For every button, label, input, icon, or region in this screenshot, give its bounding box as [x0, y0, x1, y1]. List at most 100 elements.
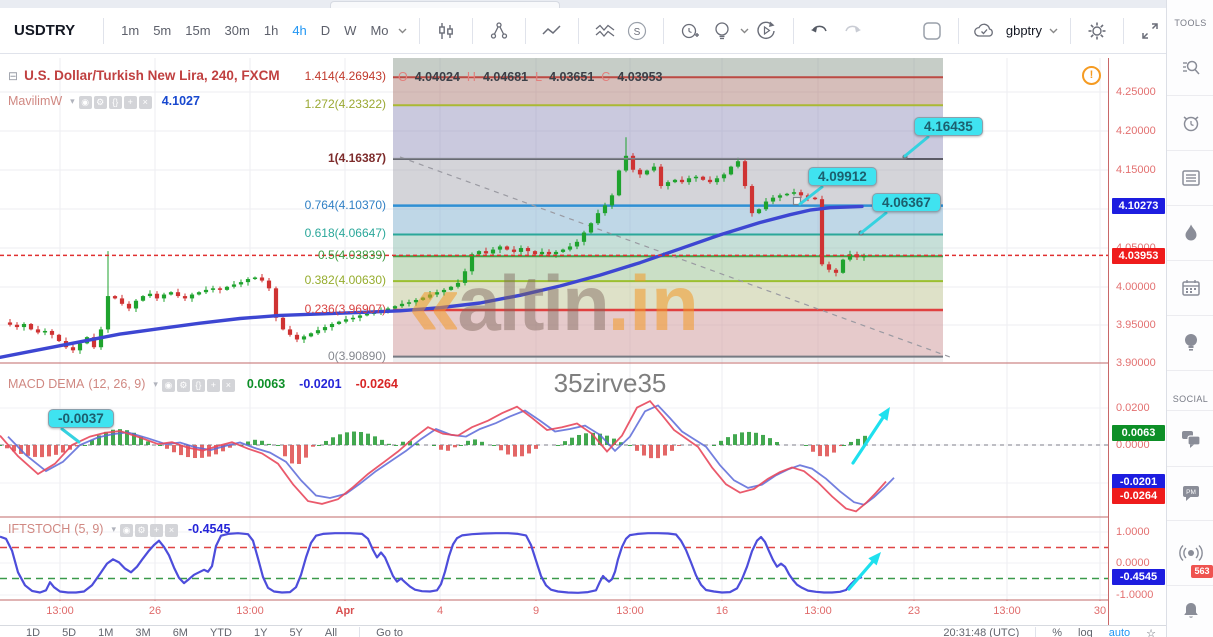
ideas-bulb-icon[interactable] [1167, 315, 1213, 371]
mavilimw-value: 4.1027 [161, 94, 200, 108]
ohlc-key: C [601, 70, 611, 84]
timeframe-D[interactable]: D [320, 22, 331, 38]
layout-name[interactable]: gbptry [1005, 23, 1042, 38]
toggle-%[interactable]: % [1052, 627, 1063, 637]
price-callout[interactable]: 4.06367 [872, 193, 941, 212]
range-6m[interactable]: 6M [172, 627, 188, 637]
add-icon[interactable]: + [150, 524, 163, 537]
notification-count-badge: 563 [1191, 565, 1213, 578]
mavilimw-legend: MavilimW ▾ ◉ ⚙{} + × 4.1027 [8, 92, 200, 110]
line-tool-icon[interactable] [539, 18, 565, 44]
timeframe-1m[interactable]: 1m [121, 22, 140, 38]
range-ytd[interactable]: YTD [209, 627, 232, 637]
ohlc-value: 4.04681 [482, 70, 529, 84]
timeframe-5m[interactable]: 5m [153, 22, 172, 38]
close-icon[interactable]: × [138, 96, 152, 109]
settings-gear-icon[interactable] [1084, 18, 1110, 44]
ideas-bulb-icon[interactable] [709, 18, 735, 44]
range-3m[interactable]: 3M [135, 627, 151, 637]
time-label[interactable]: 4 [436, 605, 444, 617]
eye-toggle-icon[interactable]: ◉ [120, 524, 133, 537]
price-callout[interactable]: 4.09912 [808, 167, 877, 186]
time-label[interactable]: Apr [335, 605, 355, 617]
redo-icon[interactable] [839, 18, 865, 44]
range-5y[interactable]: 5Y [289, 627, 303, 637]
clock-utc[interactable]: 20:31:48 (UTC) [943, 627, 1020, 637]
toggle-log[interactable]: log [1078, 627, 1093, 637]
alerts-clock-icon[interactable] [1167, 95, 1213, 151]
timeframe-Mo[interactable]: Mo [370, 22, 389, 38]
eye-toggle-icon[interactable]: ◉ [78, 96, 92, 109]
warning-icon[interactable]: ! [1082, 66, 1101, 85]
private-message-icon[interactable]: PM [1167, 465, 1213, 521]
range-1d[interactable]: 1D [26, 627, 41, 637]
settings-gear-icon[interactable]: ⚙ [93, 96, 107, 109]
time-label[interactable]: 23 [907, 605, 921, 617]
close-icon[interactable]: × [165, 524, 178, 537]
timeframe-15m[interactable]: 15m [185, 22, 211, 38]
public-chat-icon[interactable] [1167, 410, 1213, 467]
settings-gear-icon[interactable]: ⚙ [135, 524, 148, 537]
chart-area[interactable]: ⊟ U.S. Dollar/Turkish New Lira, 240, FXC… [0, 54, 1108, 625]
add-icon[interactable]: + [123, 96, 137, 109]
axis-tick-label: 1.0000 [1116, 526, 1150, 538]
chevron-down-icon[interactable]: ▾ [153, 378, 158, 389]
time-label[interactable]: 26 [148, 605, 162, 617]
replay-icon[interactable] [754, 18, 780, 44]
time-label[interactable]: 13:00 [804, 605, 832, 617]
collapse-pane-icon[interactable]: ⊟ [8, 68, 19, 83]
timeframe-W[interactable]: W [344, 22, 357, 38]
range-5d[interactable]: 5D [62, 627, 77, 637]
chevron-down-icon[interactable] [398, 28, 407, 34]
time-label[interactable]: 13:00 [993, 605, 1021, 617]
range-1m[interactable]: 1M [98, 627, 114, 637]
axis-price-badge: 0.0063 [1112, 425, 1165, 441]
time-axis[interactable]: 13:00 26 13:00 Apr 4 9 13:00 16 13:00 23 13:00 30 [0, 601, 1108, 625]
watchlist-icon[interactable] [1167, 40, 1213, 96]
chart-canvas[interactable] [0, 54, 1108, 625]
broadcast-icon[interactable] [1167, 520, 1213, 586]
indicators-icon[interactable] [592, 18, 618, 44]
time-label[interactable]: 9 [532, 605, 540, 617]
timeframe-1h[interactable]: 1h [263, 22, 279, 38]
timeframe-30m[interactable]: 30m [224, 22, 250, 38]
chevron-down-icon[interactable] [1049, 28, 1058, 34]
undo-icon[interactable] [807, 18, 833, 44]
range-all[interactable]: All [324, 627, 338, 637]
eye-toggle-icon[interactable]: ◉ [161, 379, 175, 392]
price-callout[interactable]: -0.0037 [48, 409, 114, 428]
chevron-down-icon[interactable]: ▾ [70, 95, 75, 106]
goto-button[interactable]: Go to [376, 627, 404, 637]
time-label[interactable]: 30 [1093, 605, 1107, 617]
fullscreen-icon[interactable] [1137, 18, 1163, 44]
close-icon[interactable]: × [221, 379, 235, 392]
price-callout[interactable]: 4.16435 [914, 117, 983, 136]
toggle-auto[interactable]: auto [1108, 627, 1131, 637]
timeframe-4h[interactable]: 4h [292, 22, 307, 38]
chevron-down-icon[interactable]: ▾ [111, 523, 116, 534]
time-label[interactable]: 16 [715, 605, 729, 617]
calendar-icon[interactable] [1167, 260, 1213, 316]
candlestick-style-icon[interactable] [433, 18, 459, 44]
hotlist-flame-icon[interactable] [1167, 205, 1213, 261]
alert-add-icon[interactable] [677, 18, 703, 44]
time-label[interactable]: 13:00 [236, 605, 264, 617]
source-code-icon[interactable]: {} [108, 96, 122, 109]
symbol-button[interactable]: USDTRY [14, 22, 76, 39]
strategy-tester-icon[interactable]: S [624, 18, 650, 44]
time-label[interactable]: 13:00 [616, 605, 644, 617]
notifications-bell-icon[interactable] [1167, 585, 1213, 637]
add-icon[interactable]: + [206, 379, 220, 392]
range-1y[interactable]: 1Y [253, 627, 268, 637]
chevron-down-icon[interactable] [740, 28, 749, 34]
settings-gear-icon[interactable]: ⚙ [176, 379, 190, 392]
compare-icon[interactable] [486, 18, 512, 44]
time-label[interactable]: 13:00 [46, 605, 74, 617]
screenshot-checkbox-icon[interactable] [919, 18, 945, 44]
favorite-star-icon[interactable]: ☆ [1146, 628, 1156, 637]
price-axis[interactable]: 4.250004.200004.150004.050004.000003.950… [1108, 58, 1166, 625]
headlines-icon[interactable] [1167, 150, 1213, 206]
axis-tick-label: 0.0200 [1116, 402, 1150, 414]
source-code-icon[interactable]: {} [191, 379, 205, 392]
cloud-save-icon[interactable] [972, 18, 998, 44]
